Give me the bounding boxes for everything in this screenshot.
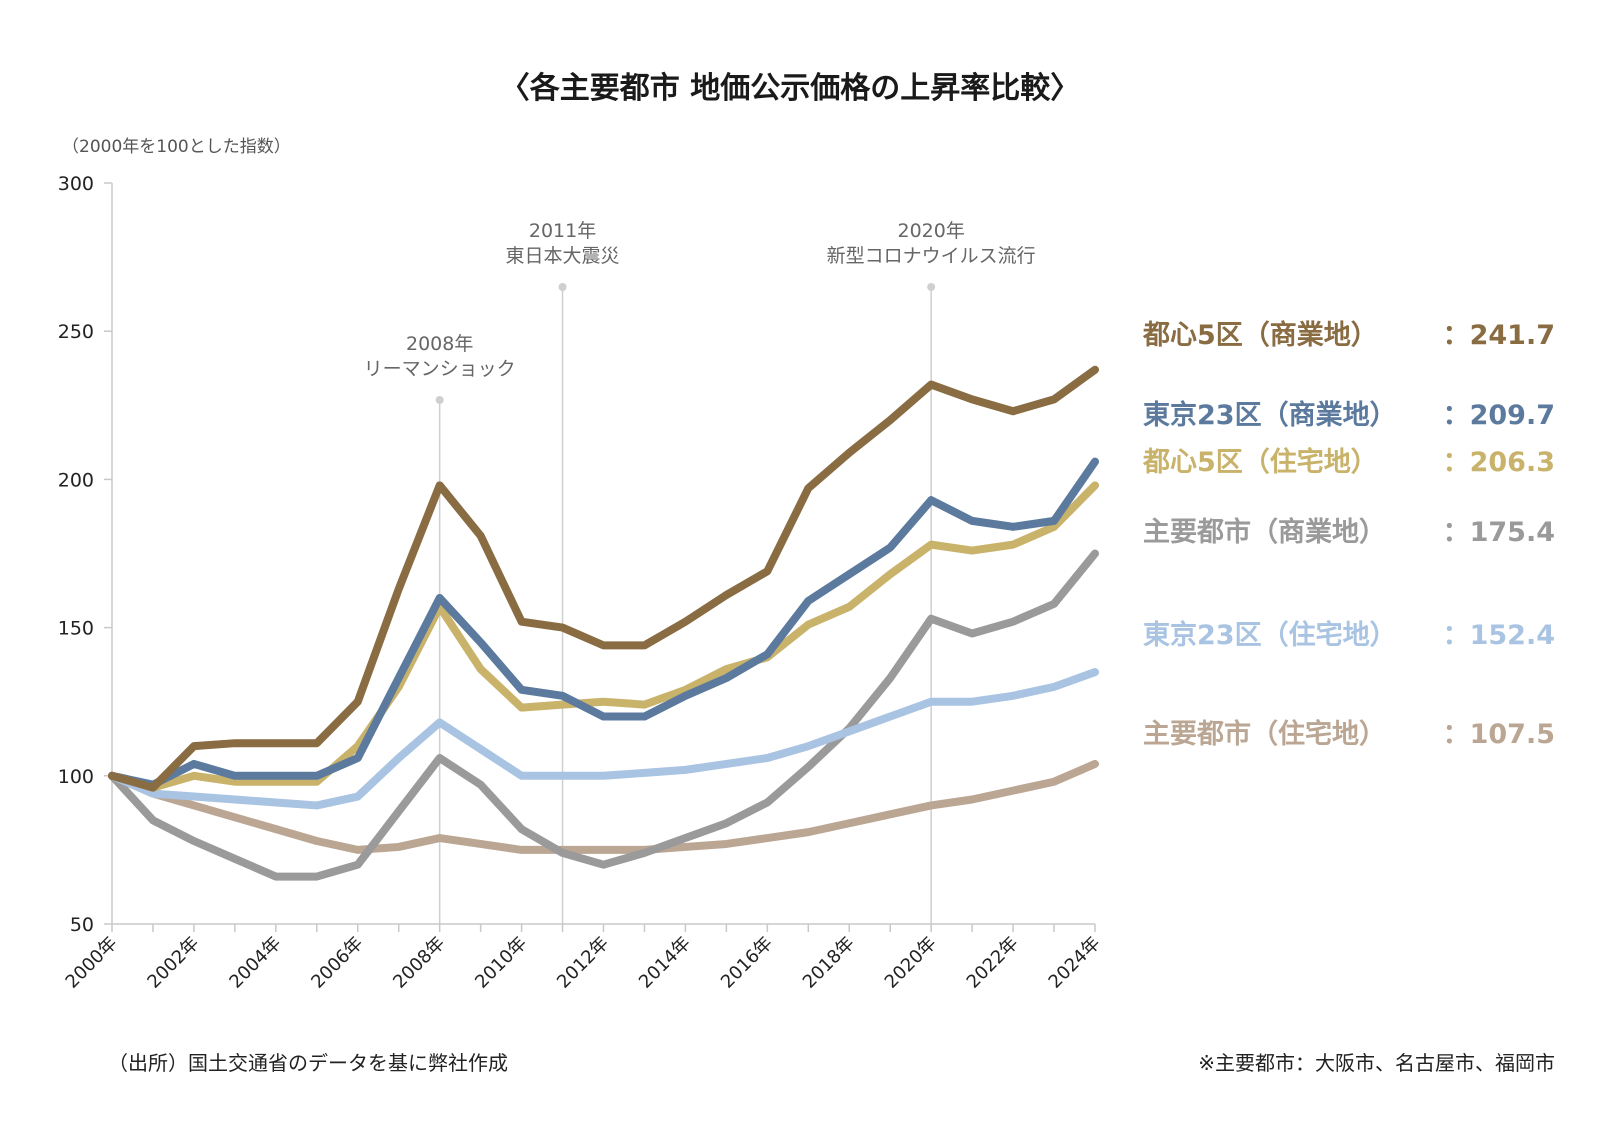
series-line	[108, 365, 1099, 792]
x-tick-label: 2020年	[881, 933, 941, 993]
series-line	[108, 668, 1099, 810]
event-label: 東日本大震災	[506, 245, 620, 267]
series-line	[108, 481, 1099, 792]
chart-title: 〈各主要都市 地価公示価格の上昇率比較〉	[500, 71, 1080, 106]
legend-series-name: 主要都市（住宅地）	[1143, 718, 1386, 750]
legend-series-value: ：175.4	[1443, 517, 1555, 548]
event-dot	[927, 283, 936, 291]
x-tick-label: 2004年	[225, 933, 285, 993]
y-tick-label: 300	[58, 173, 94, 195]
x-tick-label: 2000年	[62, 933, 122, 993]
y-tick-label: 200	[58, 469, 94, 491]
event-dot	[558, 283, 567, 291]
y-tick-label: 250	[58, 321, 94, 343]
x-tick-label: 2022年	[963, 933, 1023, 993]
legend-series-name: 都心5区（住宅地）	[1142, 446, 1378, 478]
legend-series-name: 東京23区（商業地）	[1143, 399, 1397, 431]
legend: 都心5区（商業地） ：241.7 東京23区（商業地） ：209.7 都心5区（住宅地）…	[1142, 320, 1555, 750]
x-tick-label: 2014年	[635, 933, 695, 993]
event-label: リーマンショック	[364, 358, 516, 380]
series-line	[108, 759, 1099, 854]
x-tick-label: 2024年	[1045, 933, 1105, 993]
event-label: 新型コロナウイルス流行	[827, 245, 1036, 267]
x-tick-label: 2018年	[799, 933, 859, 993]
event-label: 2011年	[529, 220, 596, 242]
x-tick-label: 2016年	[717, 933, 777, 993]
x-tick-label: 2010年	[471, 933, 531, 993]
event-label: 2020年	[897, 220, 964, 242]
x-tick-label: 2002年	[143, 933, 203, 993]
series-line	[108, 549, 1099, 881]
x-tick-label: 2008年	[389, 933, 449, 993]
y-tick-label: 50	[70, 914, 94, 936]
event-label: 2008年	[406, 333, 473, 355]
legend-series-name: 東京23区（住宅地）	[1143, 619, 1397, 651]
x-tick-label: 2006年	[307, 933, 367, 993]
x-tick-label: 2012年	[553, 933, 613, 993]
y-tick-label: 150	[58, 618, 94, 640]
series-lines	[108, 365, 1099, 881]
y-tick-label: 100	[58, 766, 94, 788]
legend-series-value: ：152.4	[1443, 620, 1555, 651]
legend-series-value: ：209.7	[1443, 400, 1555, 431]
event-dot	[435, 396, 444, 404]
footnote: ※主要都市：大阪市、名古屋市、福岡市	[1198, 1051, 1555, 1075]
legend-series-name: 主要都市（商業地）	[1143, 516, 1386, 548]
series-line	[108, 457, 1099, 789]
legend-series-value: ：107.5	[1443, 719, 1555, 750]
legend-series-name: 都心5区（商業地）	[1142, 320, 1378, 351]
source-note: （出所）国土交通省のデータを基に弊社作成	[108, 1051, 508, 1075]
y-axis-label: （2000年を100とした指数）	[62, 137, 291, 157]
legend-series-value: ：241.7	[1443, 320, 1555, 351]
legend-series-value: ：206.3	[1443, 447, 1555, 478]
